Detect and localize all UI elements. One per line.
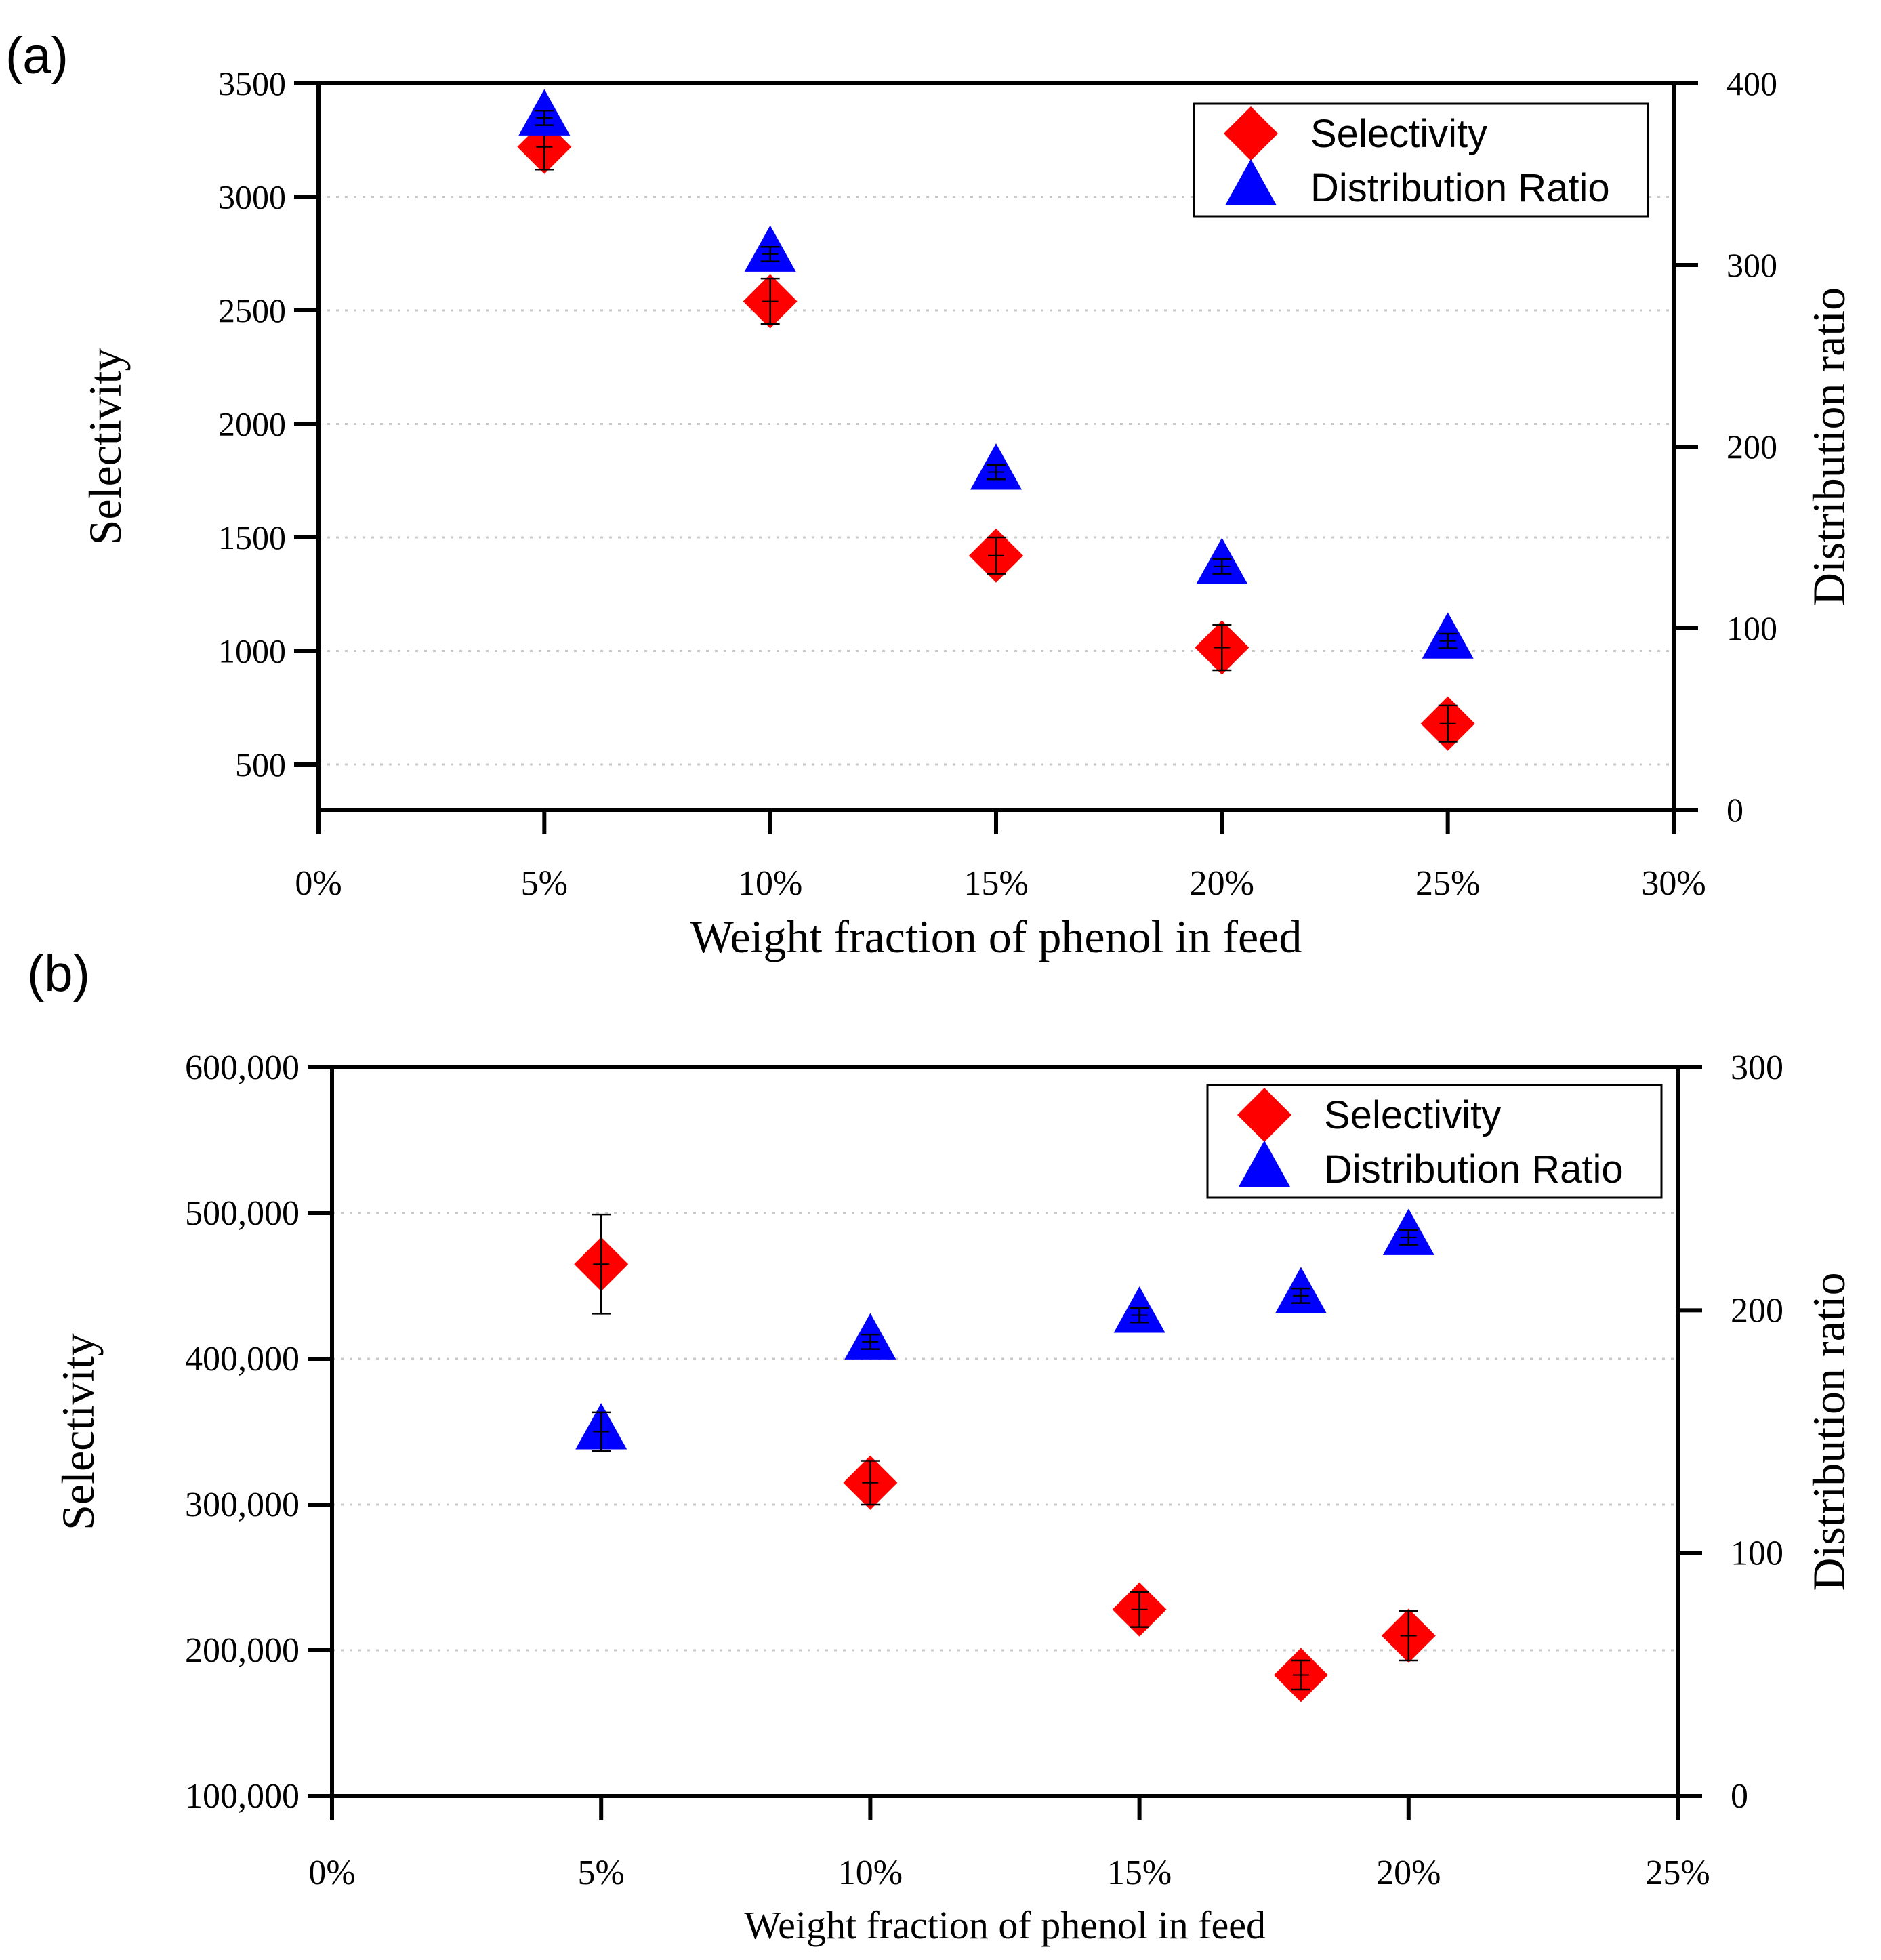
x-axis-title: Weight fraction of phenol in feed [744,1903,1266,1947]
y-tick-label: 3000 [218,178,286,216]
y-axis-title: Selectivity [79,348,131,546]
legend-label: Selectivity [1310,112,1487,156]
series-distribution-ratio [575,1208,1434,1452]
x-tick-label: 0% [308,1854,355,1892]
x-tick-label: 15% [1107,1854,1172,1892]
x-tick-label: 20% [1190,864,1254,903]
legend-label: Distribution Ratio [1310,166,1610,210]
y-tick-label: 300,000 [185,1486,299,1524]
panel-a: (a) 500 1000 1500 2000 2500 3000 3500 0 100 200 300… [5,27,1855,962]
y2-tick-label: 200 [1731,1291,1783,1330]
y-tick-label: 400,000 [185,1340,299,1379]
y-tick-label: 2000 [218,405,286,443]
x-tick-label: 5% [578,1854,625,1892]
x-tick-label: 10% [738,864,802,903]
y-tick-label: 200,000 [185,1631,299,1670]
x-tick-label: 10% [838,1854,903,1892]
y2-tick-label: 0 [1727,791,1743,829]
y2-tick-label: 200 [1727,428,1777,466]
panel-b: (b) 100,000 200,000 300,000 400,000 500,000 60… [27,945,1855,1947]
y2-tick-label: 100 [1727,609,1777,647]
y-tick-label: 600,000 [185,1048,299,1087]
series-selectivity [574,1213,1436,1702]
legend-marker-distribution-ratio [1239,1140,1290,1187]
legend: Selectivity Distribution Ratio [1206,1084,1663,1199]
y2-tick-label: 400 [1727,64,1777,102]
x-tick-label: 5% [521,864,568,903]
y-tick-label: 1500 [218,518,286,556]
series-distribution-ratio [518,89,1474,659]
legend-marker-distribution-ratio [1225,159,1277,205]
x-tick-label: 25% [1415,864,1480,903]
series-selectivity [517,119,1475,751]
y2-axis-title: Distribution ratio [1803,287,1855,606]
y-tick-label: 500,000 [185,1194,299,1233]
y2-tick-label: 300 [1727,246,1777,284]
y-tick-label: 1000 [218,632,286,670]
y2-tick-label: 0 [1731,1777,1748,1816]
y2-tick-label: 300 [1731,1048,1783,1087]
y-axis-title: Selectivity [52,1333,104,1530]
y-tick-label: 500 [235,746,286,783]
x-axis-title: Weight fraction of phenol in feed [690,911,1302,962]
x-tick-label: 25% [1645,1854,1710,1892]
y-tick-label: 3500 [218,64,286,102]
legend-label: Distribution Ratio [1324,1147,1624,1191]
y2-tick-label: 100 [1731,1534,1783,1573]
y2-axis-title: Distribution ratio [1803,1272,1855,1591]
legend: Selectivity Distribution Ratio [1193,102,1649,218]
x-tick-label: 20% [1376,1854,1441,1892]
panel-label: (a) [5,27,68,85]
legend-label: Selectivity [1324,1093,1501,1137]
legend-marker-selectivity [1237,1088,1291,1142]
x-tick-label: 15% [964,864,1028,903]
legend-marker-selectivity [1224,106,1278,161]
x-tick-label: 30% [1641,864,1706,903]
x-tick-label: 0% [295,864,342,903]
y-tick-label: 2500 [218,291,286,329]
panel-label: (b) [27,945,90,1002]
y-tick-label: 100,000 [185,1777,299,1816]
